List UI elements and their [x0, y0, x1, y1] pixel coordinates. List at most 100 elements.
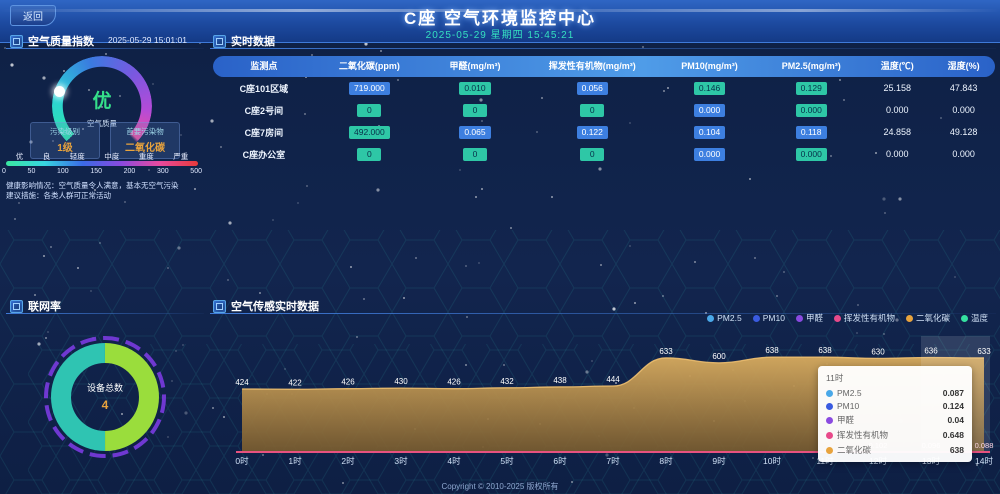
value-badge: 0 [580, 103, 605, 117]
legend-dot [795, 314, 803, 322]
table-row[interactable]: C座101区域 719.000 0.010 0.056 0.146 0.129 25.158… [213, 77, 995, 99]
scale-tick: 300 [156, 168, 169, 175]
row-name: C座办公室 [242, 149, 286, 160]
legend-item[interactable]: 二氧化碳 [905, 312, 950, 324]
value-badge: 0.000 [693, 103, 726, 117]
tooltip-row: 甲醛 0.04 [826, 414, 964, 426]
svg-text:9时: 9时 [712, 456, 726, 466]
svg-text:638: 638 [818, 346, 832, 355]
aqi-health-text: 健康影响情况：空气质量令人满意，基本无空气污染 建议措施：各类人群可正常活动 [6, 181, 206, 201]
table-row[interactable]: C座2号间 0 0 0 0.000 0.000 0.000 0.000 [213, 99, 995, 121]
legend-dot [960, 314, 968, 322]
table-row[interactable]: C座办公室 0 0 0 0.000 0.000 0.000 0.000 [213, 143, 995, 165]
value-badge: 0.122 [576, 125, 608, 139]
realtime-section-icon [213, 34, 226, 48]
scale-tick: 100 [56, 168, 69, 175]
svg-text:636: 636 [924, 347, 938, 356]
network-section-label: 联网率 [28, 301, 61, 313]
table-cell: 25.158 [883, 83, 911, 93]
legend-label: PM2.5 [717, 313, 742, 323]
legend-item[interactable]: PM2.5 [707, 313, 742, 323]
column-header: 湿度(%) [947, 61, 980, 71]
column-header: PM2.5(mg/m³) [781, 61, 841, 71]
table-cell: 0.146 [659, 81, 761, 95]
aqi-scale-labels: 优 良 轻度 中度 重度 严重 [6, 151, 198, 162]
aqi-section-icon [10, 34, 23, 48]
value-badge: 0.118 [795, 125, 827, 139]
tooltip-series-value: 638 [949, 445, 964, 455]
pollution-level-label: 污染级别 [50, 127, 80, 136]
page-title: C座 空气环境监控中心 [404, 9, 596, 28]
legend-label: 挥发性有机物 [843, 313, 895, 323]
legend-item[interactable]: 温度 [960, 312, 988, 324]
table-cell: 0.010 [424, 81, 526, 95]
primary-pollutant-box: 首要污染物 二氧化碳 [110, 122, 180, 159]
value-badge: 0 [462, 147, 487, 161]
aqi-gauge: 优 空气质量 [52, 56, 152, 156]
svg-text:432: 432 [500, 377, 514, 386]
tooltip-row: PM10 0.124 [826, 401, 964, 411]
column-header: 二氧化碳(ppm) [338, 61, 400, 71]
legend-item[interactable]: 甲醛 [795, 312, 823, 324]
legend-label: 二氧化碳 [915, 313, 950, 323]
health-line-1: 健康影响情况：空气质量令人满意，基本无空气污染 [6, 181, 179, 190]
svg-text:0.088: 0.088 [975, 441, 994, 450]
svg-text:422: 422 [288, 378, 302, 387]
table-cell: 0.118 [760, 125, 862, 139]
svg-text:4时: 4时 [447, 456, 461, 466]
pollution-level-value: 1级 [57, 143, 73, 154]
tooltip-series-name: 挥发性有机物 [837, 430, 889, 440]
scale-label: 严重 [173, 152, 189, 161]
value-badge: 0.000 [795, 103, 827, 117]
value-badge: 719.000 [349, 81, 390, 95]
table-cell: 0.129 [760, 81, 862, 95]
tooltip-series-value: 0.124 [942, 401, 964, 411]
table-cell: 0 [315, 147, 424, 161]
table-cell: 0 [315, 103, 424, 117]
table-row[interactable]: C座7房间 492.000 0.065 0.122 0.104 0.118 24.858 49… [213, 121, 995, 143]
svg-text:633: 633 [977, 347, 991, 356]
svg-text:438: 438 [553, 376, 567, 385]
realtime-section-label: 实时数据 [231, 36, 275, 48]
table-cell: 0.000 [760, 103, 862, 117]
tooltip-series-name: PM2.5 [837, 388, 862, 398]
scale-label: 优 [15, 152, 24, 161]
tooltip-title: 11时 [826, 373, 844, 383]
aqi-grade-sublabel: 空气质量 [87, 119, 117, 128]
table-cell: 0.000 [952, 149, 975, 159]
scale-tick: 500 [190, 168, 202, 175]
legend-dot [752, 314, 760, 322]
network-section-title: 联网率 [10, 298, 61, 314]
value-badge: 0 [357, 103, 382, 117]
device-donut-chart: 设备总数 4 [42, 334, 168, 460]
tooltip-series-dot [826, 431, 833, 439]
table-cell: 0.000 [885, 149, 909, 159]
tooltip-series-value: 0.648 [942, 430, 964, 440]
legend-label: PM10 [762, 313, 785, 323]
scale-label: 良 [42, 152, 51, 161]
value-badge: 0 [462, 103, 487, 117]
legend-item[interactable]: 挥发性有机物 [833, 312, 895, 324]
tooltip-series-dot [826, 416, 833, 424]
table-cell: 0.000 [659, 147, 761, 161]
svg-text:638: 638 [765, 346, 779, 355]
aqi-grade: 优 [92, 91, 112, 112]
divider [210, 48, 996, 49]
table-cell: 0.104 [659, 125, 761, 139]
svg-text:600: 600 [712, 352, 726, 361]
svg-text:5时: 5时 [500, 456, 514, 466]
realtime-section-title: 实时数据 [213, 33, 275, 49]
aqi-section-title: 空气质量指数 [10, 33, 94, 49]
legend-label: 甲醛 [805, 313, 823, 323]
svg-text:426: 426 [447, 378, 461, 387]
svg-text:7时: 7时 [606, 456, 620, 466]
legend-item[interactable]: PM10 [752, 313, 785, 323]
legend-dot [707, 314, 715, 322]
column-header: 挥发性有机物(mg/m³) [548, 61, 636, 71]
svg-text:2时: 2时 [341, 456, 355, 466]
value-badge: 492.000 [349, 125, 390, 139]
scale-tick: 0 [2, 168, 6, 175]
scale-label: 轻度 [69, 152, 85, 161]
tooltip-row: 挥发性有机物 0.648 [826, 429, 964, 441]
column-header: PM10(mg/m³) [681, 61, 738, 71]
